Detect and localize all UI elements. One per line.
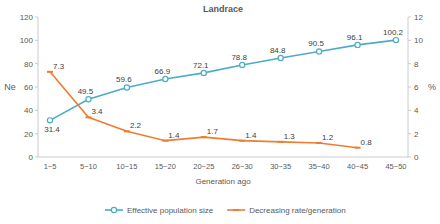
marker xyxy=(162,140,168,142)
marker xyxy=(124,130,130,132)
y2-tick xyxy=(408,17,411,18)
y-tick xyxy=(35,157,38,158)
x-tick-label: 5~10 xyxy=(80,162,97,171)
data-label: 1.2 xyxy=(322,133,334,142)
marker xyxy=(278,55,283,60)
series-line xyxy=(50,72,358,148)
x-tick-label: 26~30 xyxy=(232,162,253,171)
y-tick-label: 80 xyxy=(24,60,33,69)
marker xyxy=(278,141,284,143)
chart-root: Landrace 0 20 40 60 80 100 120 0 2 4 6 8 10 12 Ne% Gener… xyxy=(0,0,440,224)
x-axis-title: Generation ago xyxy=(195,177,251,186)
y2-tick xyxy=(408,110,411,111)
marker xyxy=(240,62,245,67)
marker xyxy=(124,85,129,90)
y-tick-label: 100 xyxy=(20,36,34,45)
y-axis-title: Ne xyxy=(4,82,16,92)
data-label: 59.6 xyxy=(116,75,132,84)
data-labels: 31.4 49.5 59.6 66.9 72.1 78.8 84.8 90.5 96.1 100.… xyxy=(44,28,403,147)
legend-label: Effective population size xyxy=(127,206,214,215)
x-axis-line xyxy=(38,157,408,158)
data-label: 78.8 xyxy=(231,53,247,62)
data-label: 1.3 xyxy=(284,132,296,141)
y2-tick-label: 10 xyxy=(414,36,423,45)
marker xyxy=(201,70,206,75)
marker xyxy=(393,38,398,43)
title: Landrace xyxy=(203,4,243,14)
y-tick xyxy=(35,63,38,64)
y-tick-label: 20 xyxy=(24,130,33,139)
background xyxy=(0,0,440,224)
data-label: 100.2 xyxy=(383,28,404,37)
legend-marker xyxy=(111,207,116,212)
data-label: 49.5 xyxy=(78,87,94,96)
y-tick-label: 60 xyxy=(24,83,33,92)
marker xyxy=(163,76,168,81)
data-label: 66.9 xyxy=(155,67,171,76)
marker xyxy=(85,116,91,118)
data-label: 1.4 xyxy=(245,131,257,140)
x-tick-label: 20~25 xyxy=(193,162,214,171)
plot-area xyxy=(47,38,399,149)
marker xyxy=(47,118,52,123)
data-label: 84.8 xyxy=(270,46,286,55)
series-line xyxy=(50,40,396,120)
y2-tick-label: 4 xyxy=(414,106,419,115)
x-tick-label: 15~20 xyxy=(155,162,176,171)
y2-tick xyxy=(408,40,411,41)
data-label: 90.5 xyxy=(308,39,324,48)
y2-tick xyxy=(408,87,411,88)
chart-svg: Landrace 0 20 40 60 80 100 120 0 2 4 6 8 10 12 Ne% Gener… xyxy=(0,0,440,224)
y-tick xyxy=(35,87,38,88)
x-tick-label: 1~5 xyxy=(44,162,57,171)
data-label: 72.1 xyxy=(193,61,209,70)
y-tick xyxy=(35,110,38,111)
y2-axis-line xyxy=(408,17,409,157)
legend: Effective population size Decreasing rate… xyxy=(105,206,346,215)
y2-tick-label: 12 xyxy=(414,13,423,22)
marker xyxy=(86,97,91,102)
y2-tick-label: 0 xyxy=(414,153,419,162)
data-label: 96.1 xyxy=(347,33,363,42)
data-label: 2.2 xyxy=(130,121,142,130)
x-tick-label: 30~35 xyxy=(270,162,291,171)
y-tick-label: 0 xyxy=(29,153,34,162)
legend-label: Decreasing rate/generation xyxy=(249,206,346,215)
data-label: 31.4 xyxy=(44,125,60,134)
y2-tick-label: 6 xyxy=(414,83,419,92)
y2-tick-label: 8 xyxy=(414,60,419,69)
data-label: 0.8 xyxy=(361,138,373,147)
legend-marker xyxy=(233,209,239,211)
y-tick-label: 40 xyxy=(24,106,33,115)
marker xyxy=(355,147,361,149)
marker xyxy=(239,140,245,142)
y-tick xyxy=(35,133,38,134)
y-tick xyxy=(35,17,38,18)
y2-tick-label: 2 xyxy=(414,130,419,139)
legend-swatch xyxy=(227,209,245,211)
y-axis-line xyxy=(38,17,39,157)
x-tick-label: 10~15 xyxy=(116,162,137,171)
x-tick-label: 40~45 xyxy=(347,162,368,171)
marker xyxy=(316,142,322,144)
marker xyxy=(317,49,322,54)
x-tick-label: 35~40 xyxy=(309,162,330,171)
y-tick xyxy=(35,40,38,41)
marker xyxy=(47,71,53,73)
marker xyxy=(355,42,360,47)
y2-tick xyxy=(408,133,411,134)
data-label: 3.4 xyxy=(91,107,103,116)
y-tick-label: 120 xyxy=(20,13,34,22)
data-label: 7.3 xyxy=(53,62,65,71)
y2-tick xyxy=(408,63,411,64)
x-tick-label: 45~50 xyxy=(385,162,406,171)
data-label: 1.4 xyxy=(168,131,180,140)
marker xyxy=(201,136,207,138)
y2-axis-title: % xyxy=(428,82,436,92)
y2-tick xyxy=(408,157,411,158)
data-label: 1.7 xyxy=(207,127,219,136)
